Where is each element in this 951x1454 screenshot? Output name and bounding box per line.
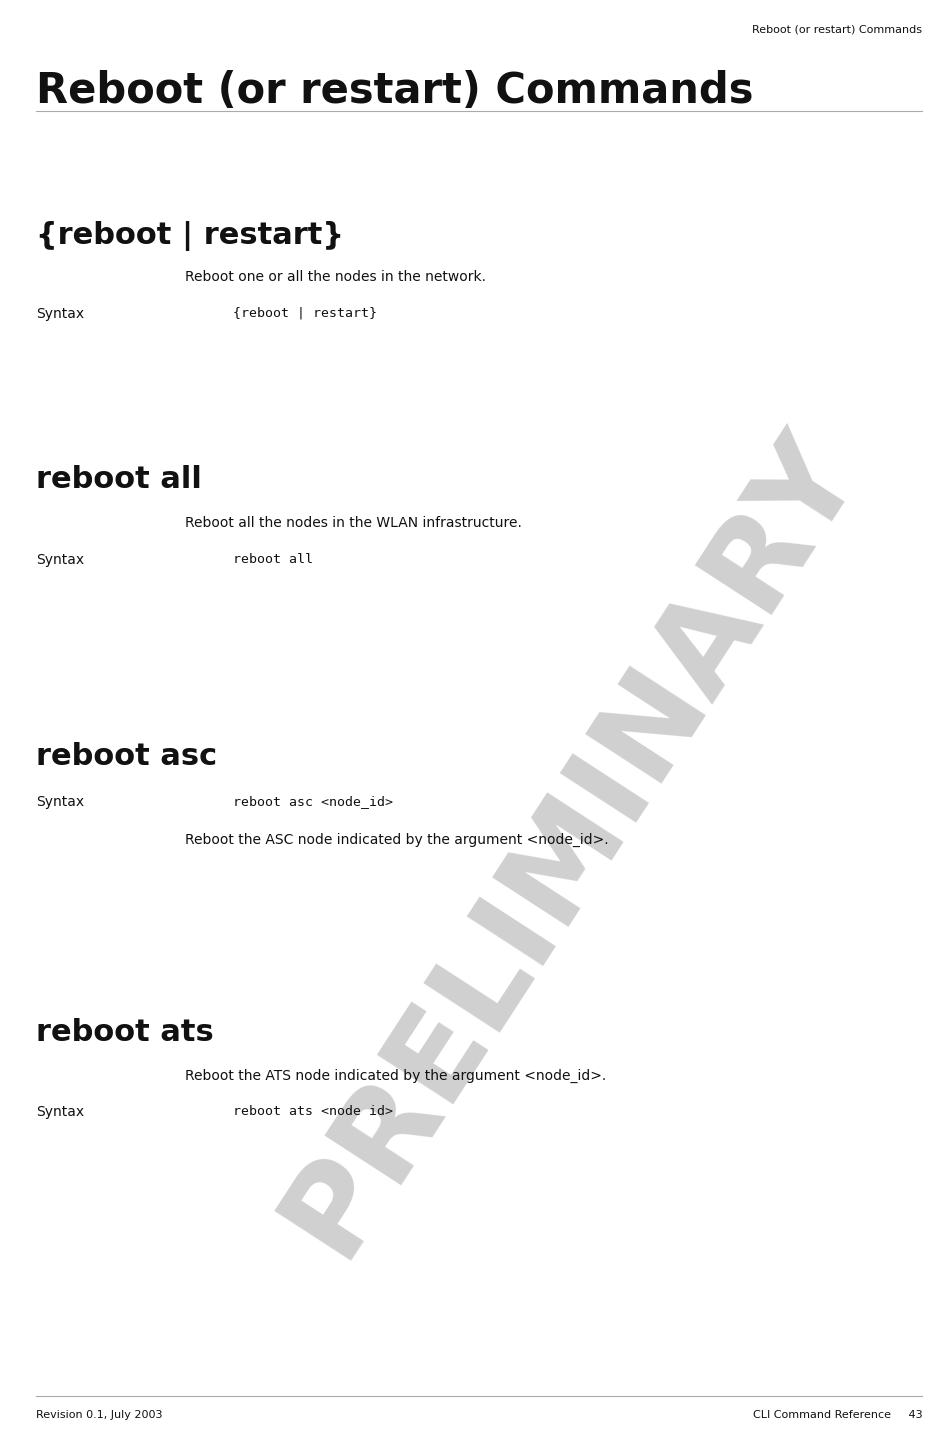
Text: {reboot | restart}: {reboot | restart} [36, 221, 344, 252]
Text: PRELIMINARY: PRELIMINARY [261, 411, 881, 1275]
Text: reboot ats <node id>: reboot ats <node id> [233, 1105, 393, 1118]
Text: Reboot (or restart) Commands: Reboot (or restart) Commands [752, 25, 922, 35]
Text: reboot asc <node_id>: reboot asc <node_id> [233, 795, 393, 808]
Text: Revision 0.1, July 2003: Revision 0.1, July 2003 [36, 1410, 163, 1421]
Text: Reboot the ATS node indicated by the argument <node_id>.: Reboot the ATS node indicated by the arg… [185, 1069, 607, 1083]
Text: Syntax: Syntax [36, 795, 85, 810]
Text: Reboot (or restart) Commands: Reboot (or restart) Commands [36, 70, 753, 112]
Text: Reboot one or all the nodes in the network.: Reboot one or all the nodes in the netwo… [185, 270, 487, 285]
Text: Reboot all the nodes in the WLAN infrastructure.: Reboot all the nodes in the WLAN infrast… [185, 516, 522, 531]
Text: Reboot the ASC node indicated by the argument <node_id>.: Reboot the ASC node indicated by the arg… [185, 833, 609, 848]
Text: {reboot | restart}: {reboot | restart} [233, 307, 377, 320]
Text: Syntax: Syntax [36, 553, 85, 567]
Text: reboot all: reboot all [36, 465, 202, 494]
Text: reboot ats: reboot ats [36, 1018, 214, 1047]
Text: reboot asc: reboot asc [36, 742, 217, 771]
Text: Syntax: Syntax [36, 307, 85, 321]
Text: CLI Command Reference     43: CLI Command Reference 43 [753, 1410, 922, 1421]
Text: reboot all: reboot all [233, 553, 313, 566]
Text: Syntax: Syntax [36, 1105, 85, 1120]
